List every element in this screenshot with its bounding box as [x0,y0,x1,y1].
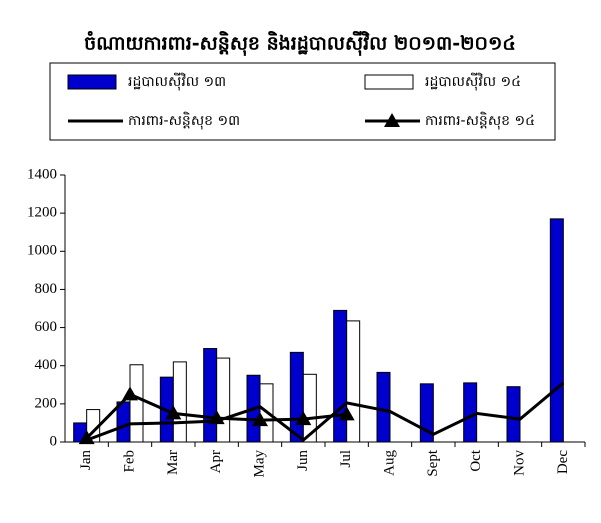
y-tick-label: 200 [35,395,58,411]
legend-label: ការពារ-សន្តិសុខ ១៣ [128,111,240,130]
marker [78,430,95,445]
legend-box [49,62,556,141]
bar [216,357,231,443]
legend-label: រដ្ឋបាលស៊ីវិល ១៤ [425,72,521,91]
bar [333,309,348,443]
x-tick-label: Oct [468,449,484,471]
x-tick-label: Nov [511,450,527,476]
bar [346,320,361,443]
legend-label: ការពារ-សន្តិសុខ ១៤ [425,111,535,130]
y-tick-label: 1200 [27,205,57,221]
y-tick-label: 800 [35,281,58,297]
marker [165,405,182,420]
marker [208,410,225,425]
bar [129,364,144,443]
x-tick-label: Aug [381,450,397,476]
x-tick-label: Dec [555,450,571,474]
bar [376,371,391,443]
bar [116,401,131,443]
legend-marker [384,113,400,127]
bar [463,382,478,443]
legend-swatch [364,74,414,90]
x-tick-label: Mar [165,450,181,475]
marker [295,411,312,426]
y-tick-label: 400 [35,357,58,373]
legend-label: រដ្ឋបាលស៊ីវិល ១៣ [128,72,226,91]
bar [172,361,187,443]
y-tick-label: 1000 [27,243,57,259]
x-tick-label: Sept [425,449,441,477]
x-tick-label: Feb [121,450,137,473]
bar [203,348,218,443]
x-tick-label: Jun [295,450,311,471]
y-tick-label: 600 [35,319,58,335]
bar [419,383,434,443]
x-tick-label: Jan [78,450,94,470]
marker [252,412,268,427]
bar [289,351,304,443]
marker [338,406,355,421]
line [86,381,565,443]
marker [122,386,138,401]
bar [549,218,564,443]
bar [506,386,521,443]
x-tick-label: Jul [338,450,354,468]
x-tick-label: May [251,450,267,478]
chart-title: ចំណាយការពារ-សន្តិសុខ និងរដ្ឋបាលស៊ីវិល ២០… [84,31,516,57]
legend-swatch [67,74,117,90]
x-tick-label: Apr [208,450,224,473]
y-tick-label: 0 [50,433,58,449]
y-tick-label: 1400 [27,166,57,182]
